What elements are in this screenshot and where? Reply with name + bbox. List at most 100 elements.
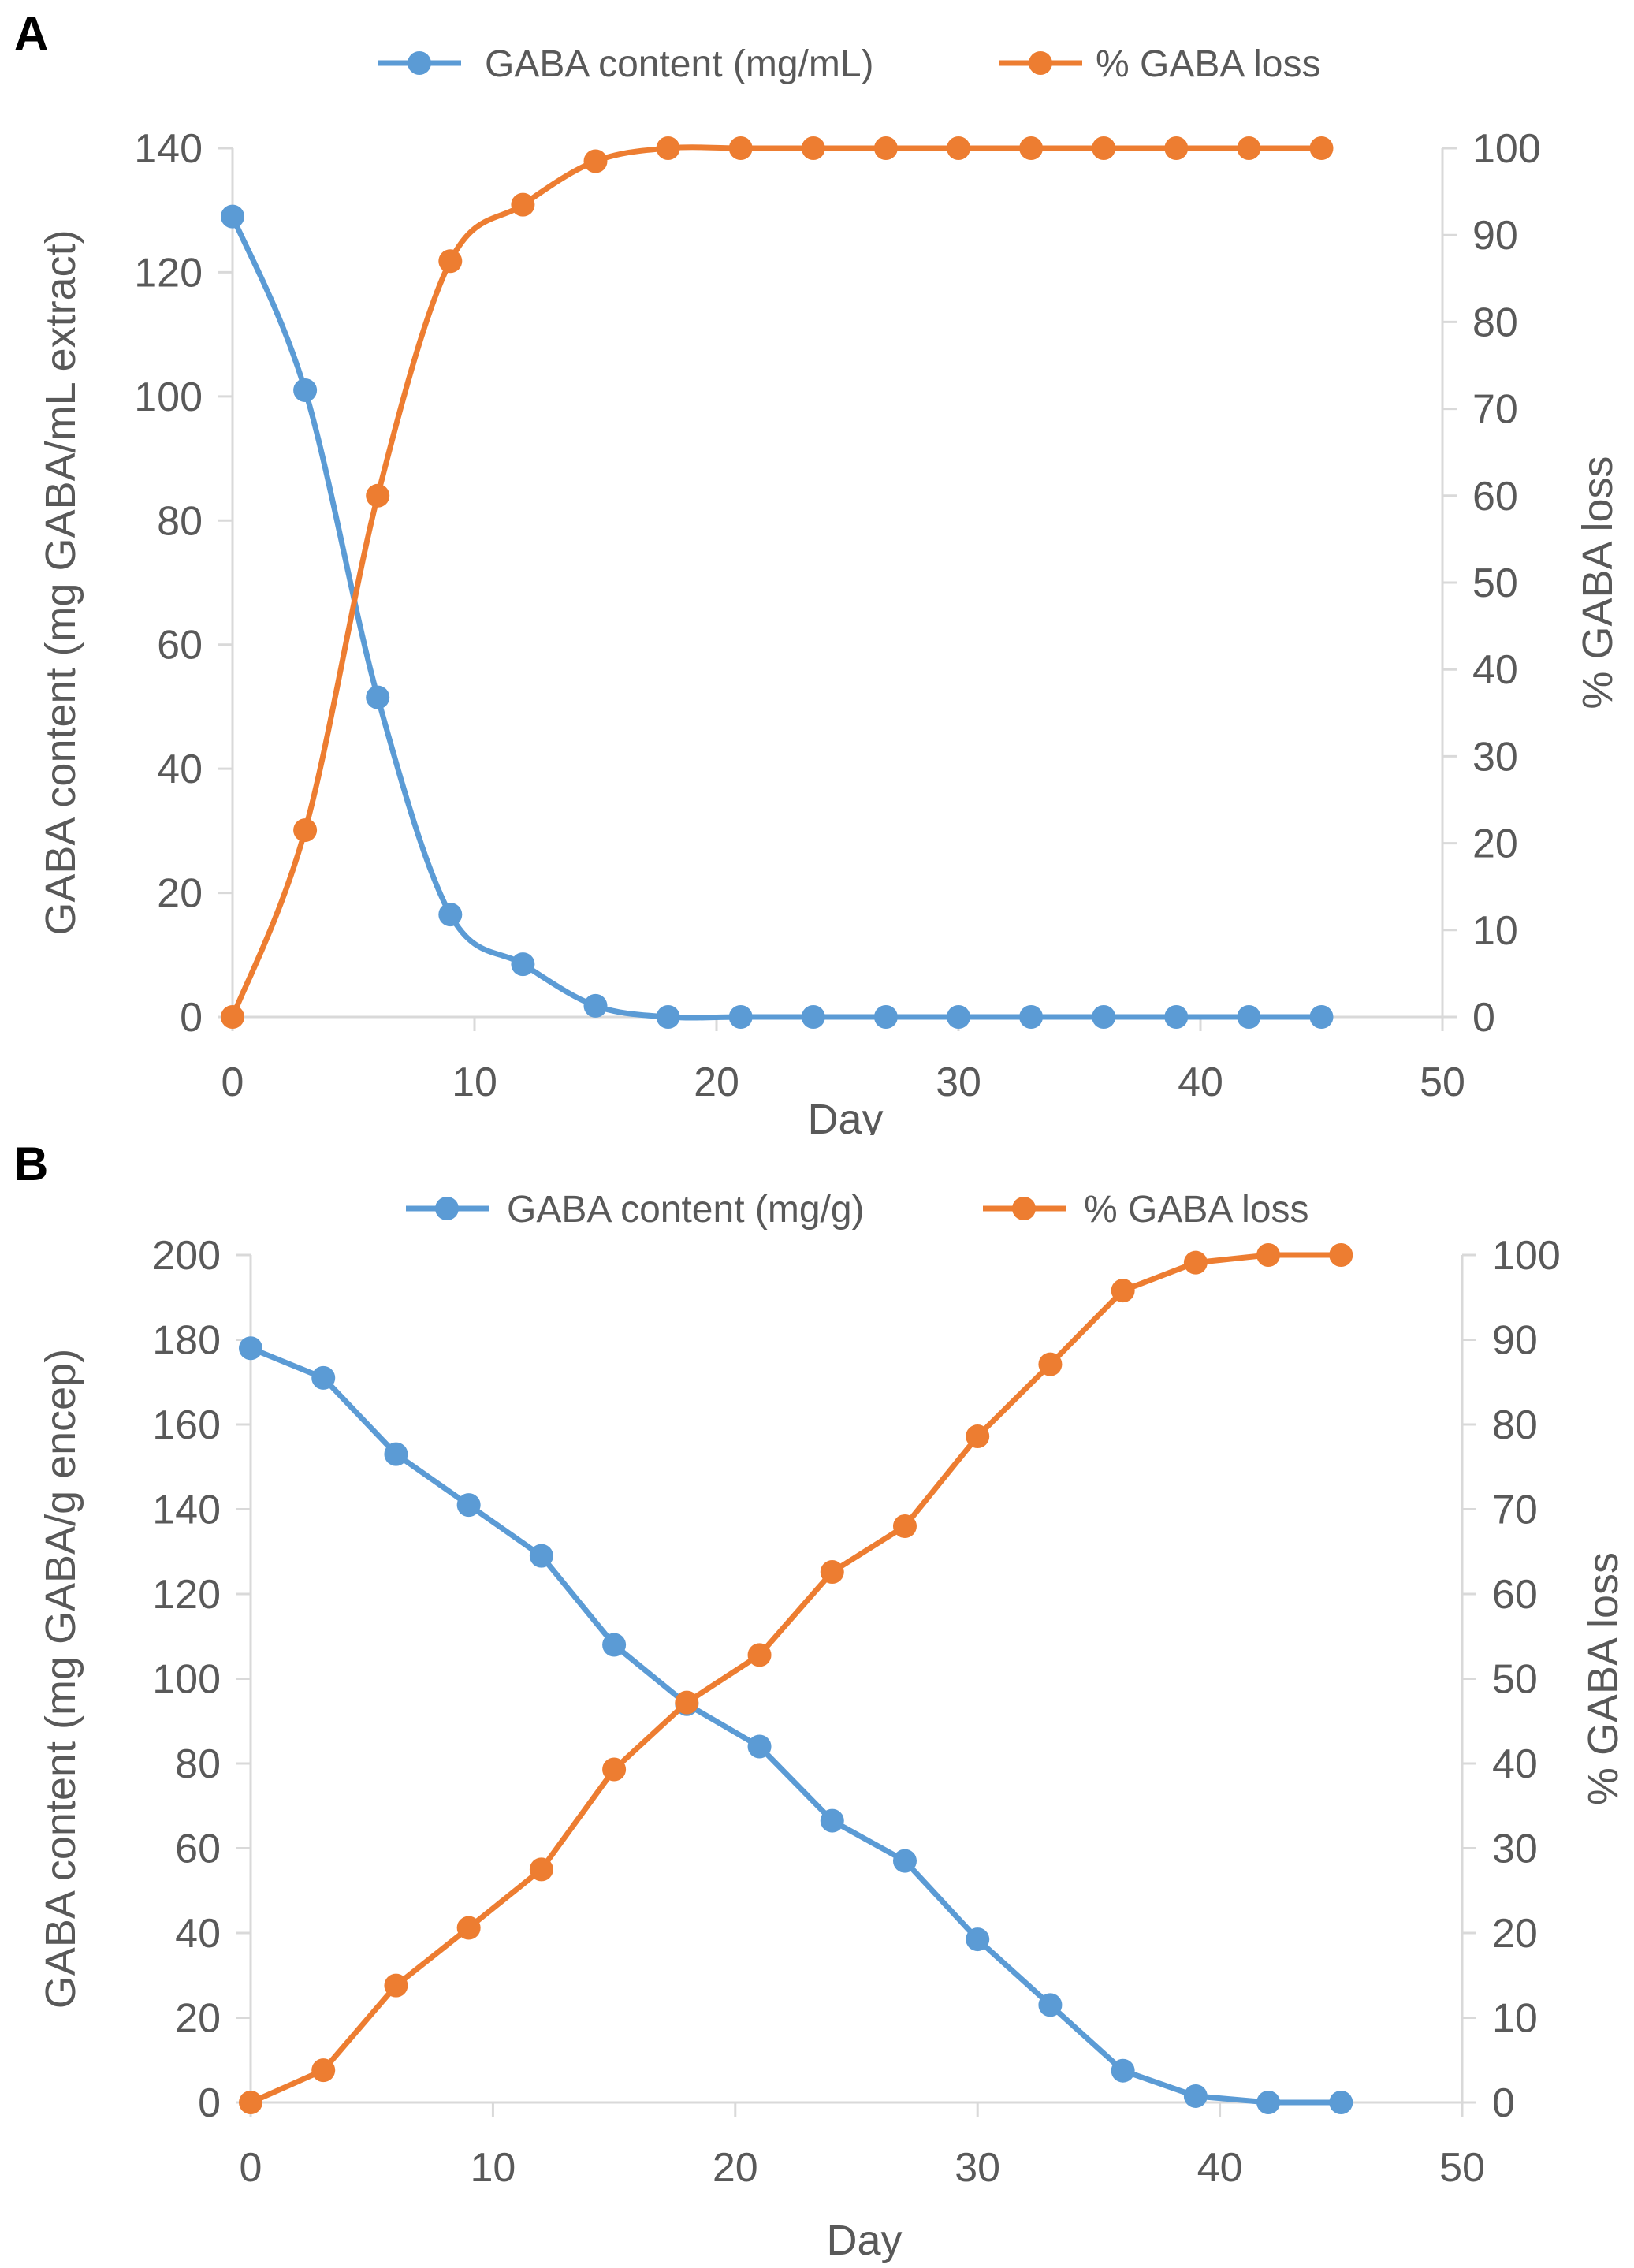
chart-b-gaba-loss-line (249, 1252, 1342, 2106)
chart-a-y2-tick-label: 10 (1472, 908, 1518, 954)
chart-b-gaba-content-point (384, 1442, 408, 1466)
chart-a-gaba-loss-point (801, 136, 825, 160)
chart-a-gaba-loss-point (438, 249, 463, 274)
chart-b-y2-axis-title: % GABA loss (1580, 1552, 1627, 1805)
chart-a-gaba-loss-point (1092, 136, 1116, 160)
chart-a-x-tick-label: 30 (936, 1060, 981, 1105)
chart-a-gaba-loss-point (1309, 136, 1334, 160)
chart-b-y-tick-label: 180 (152, 1318, 221, 1364)
chart-a-gaba-loss-line (229, 144, 1322, 1019)
chart-b-y-tick-label: 100 (152, 1657, 221, 1703)
chart-b-y-tick-label: 120 (152, 1572, 221, 1618)
chart-a-legend-marker-gaba-content (408, 51, 431, 75)
chart-a-gaba-content-point (1309, 1005, 1334, 1029)
chart-b-gaba-content-point (529, 1544, 553, 1568)
chart-b-gaba-loss-point (747, 1643, 772, 1667)
chart-a-gaba-content-line (229, 215, 1322, 1021)
chart-a-gaba-content-point (366, 685, 390, 709)
chart-b-gaba-content-point (1038, 1993, 1063, 2017)
chart-a-legend-marker-gaba-loss (1029, 51, 1052, 75)
chart-a-y2-tick-label: 40 (1472, 647, 1518, 693)
chart-a-y2-axis-title: % GABA loss (1574, 456, 1621, 709)
chart-a-y2-tick-label: 100 (1472, 126, 1541, 172)
chart-b-x-axis-title: Day (826, 2217, 902, 2264)
chart-a-y2-tick-label: 30 (1472, 734, 1518, 780)
chart-a-gaba-content-point (293, 378, 318, 402)
chart-a-gaba-content-point (1164, 1005, 1189, 1029)
chart-a-gaba-content-point (947, 1005, 970, 1029)
chart-b-y2-tick-label: 0 (1492, 2080, 1515, 2126)
chart-b-y2-tick-label: 30 (1492, 1827, 1538, 1872)
chart-b-y-tick-label: 200 (152, 1233, 221, 1279)
chart-a-x-tick-label: 50 (1420, 1060, 1465, 1105)
chart-b-y2-tick-label: 60 (1492, 1572, 1538, 1618)
chart-a-y2-tick-label: 20 (1472, 821, 1518, 867)
chart-a-gaba-content-point (438, 903, 463, 927)
chart-a-x-tick-label: 10 (452, 1060, 497, 1105)
chart-b-x-tick-label: 30 (955, 2145, 1000, 2191)
chart-b-gaba-loss-point (1038, 1352, 1063, 1376)
chart-a-y-tick-label: 60 (157, 623, 203, 668)
chart-b-gaba-content-line (249, 1346, 1342, 2106)
chart-b-y2-tick-label: 90 (1492, 1318, 1538, 1364)
chart-a-gaba-loss-point (583, 149, 608, 173)
chart-b-gaba-content-point (456, 1493, 481, 1518)
chart-b-y-axis-title: GABA content (mg GABA/g encep) (37, 1349, 84, 2009)
chart-a-y2-tick-label: 0 (1472, 995, 1495, 1041)
chart-a-gaba-content-point (728, 1005, 753, 1029)
chart-b-gaba-loss-point (239, 2091, 262, 2114)
chart-b-x-tick-label: 10 (470, 2145, 516, 2191)
chart-b-y2-tick-label: 20 (1492, 1911, 1538, 1957)
chart-a-y2-tick-label: 80 (1472, 300, 1518, 345)
chart-b-gaba-content-point (820, 1808, 844, 1833)
chart-b-gaba-content-point (311, 1365, 336, 1390)
chart-b-legend-label-gaba-loss: % GABA loss (1084, 1189, 1308, 1231)
chart-a-y-tick-label: 140 (134, 126, 203, 172)
chart-b-gaba-loss-point (1256, 1243, 1281, 1267)
chart-a-gaba-loss-point (873, 136, 898, 160)
chart-a-gaba-content-point (873, 1005, 898, 1029)
chart-b-gaba-loss-point (892, 1514, 917, 1538)
chart-a-x-tick-label: 20 (694, 1060, 739, 1105)
chart-a-gaba-content-point (221, 204, 244, 229)
chart-b-gaba-content-point (1183, 2084, 1208, 2108)
chart-b-gaba-content-point (1329, 2091, 1353, 2114)
chart-panel-a: A 0 20 40 60 80 100 120 140 0 10 20 30 40 50 60 70 80 90 1… (14, 7, 1621, 1135)
chart-a-gaba-content-point (1092, 1005, 1116, 1029)
chart-b-gaba-loss-point (820, 1560, 844, 1585)
chart-b-y-tick-label: 160 (152, 1402, 221, 1448)
chart-a-y-tick-label: 100 (134, 374, 203, 420)
chart-b-gaba-loss-point (966, 1424, 990, 1449)
chart-b-legend-label-gaba-content: GABA content (mg/g) (507, 1189, 865, 1231)
chart-a-x-tick-label: 0 (221, 1060, 244, 1105)
chart-a-gaba-content-point (1237, 1005, 1261, 1029)
panel-label-a: A (14, 7, 49, 60)
chart-b-x-tick-label: 20 (713, 2145, 758, 2191)
chart-b-gaba-loss-point (456, 1916, 481, 1940)
chart-a-y2-tick-label: 90 (1472, 213, 1518, 259)
chart-b-y2-tick-label: 40 (1492, 1741, 1538, 1787)
chart-b-gaba-content-point (966, 1927, 990, 1952)
chart-b-y2-tick-label: 50 (1492, 1657, 1538, 1703)
chart-a-gaba-loss-point (1237, 136, 1261, 160)
chart-a-gaba-content-point (511, 952, 535, 977)
chart-panel-b: B 0 20 40 60 80 100 120 140 160 180 200 0 10 20 30 40 50… (0, 1135, 1634, 2268)
chart-a-x-tick-label: 40 (1178, 1060, 1223, 1105)
chart-b-gaba-loss-point (1329, 1243, 1353, 1267)
chart-a-svg: 0204060801001201400102030405060708090100… (37, 43, 1621, 1135)
chart-a-gaba-loss-point (728, 136, 753, 160)
chart-b-legend-marker-gaba-loss (1012, 1197, 1036, 1220)
chart-a-gaba-content-point (583, 993, 608, 1018)
chart-b-y-tick-label: 40 (175, 1911, 221, 1957)
chart-a-y-tick-label: 80 (157, 498, 203, 544)
chart-a-gaba-content-point (801, 1005, 825, 1029)
chart-b-gaba-content-point (1111, 2058, 1135, 2083)
chart-b-gaba-content-point (747, 1734, 772, 1759)
chart-b-y2-tick-label: 80 (1492, 1402, 1538, 1448)
chart-a-gaba-loss-point (947, 136, 970, 160)
chart-a-gaba-loss-point (511, 192, 535, 217)
chart-b-y2-tick-label: 100 (1492, 1233, 1561, 1279)
chart-b-legend-marker-gaba-content (435, 1197, 459, 1220)
chart-a-gaba-loss-point (656, 136, 680, 160)
chart-a-y-tick-label: 40 (157, 747, 203, 792)
